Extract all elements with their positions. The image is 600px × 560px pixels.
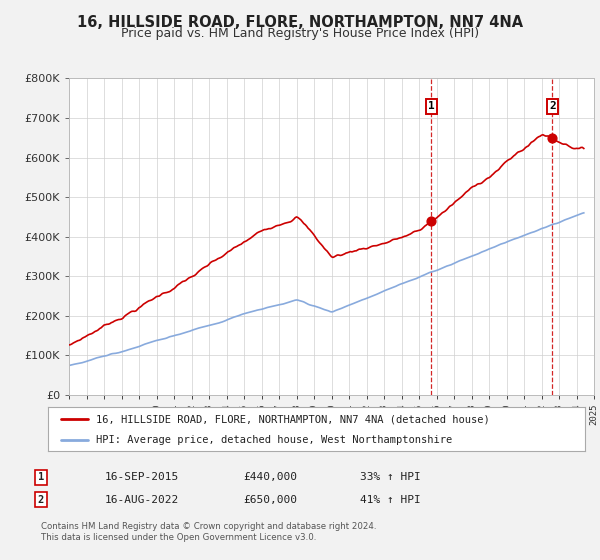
Text: £440,000: £440,000 bbox=[243, 472, 297, 482]
Point bbox=[427, 216, 436, 225]
Text: 16, HILLSIDE ROAD, FLORE, NORTHAMPTON, NN7 4NA: 16, HILLSIDE ROAD, FLORE, NORTHAMPTON, N… bbox=[77, 15, 523, 30]
Text: 41% ↑ HPI: 41% ↑ HPI bbox=[360, 494, 421, 505]
Text: 2: 2 bbox=[549, 101, 556, 111]
Text: £650,000: £650,000 bbox=[243, 494, 297, 505]
Text: 16, HILLSIDE ROAD, FLORE, NORTHAMPTON, NN7 4NA (detached house): 16, HILLSIDE ROAD, FLORE, NORTHAMPTON, N… bbox=[97, 414, 490, 424]
Text: 1: 1 bbox=[428, 101, 435, 111]
Text: 2: 2 bbox=[38, 494, 44, 505]
Point bbox=[548, 133, 557, 142]
Text: 16-AUG-2022: 16-AUG-2022 bbox=[105, 494, 179, 505]
Text: Contains HM Land Registry data © Crown copyright and database right 2024.: Contains HM Land Registry data © Crown c… bbox=[41, 522, 376, 531]
Text: 1: 1 bbox=[38, 472, 44, 482]
Text: HPI: Average price, detached house, West Northamptonshire: HPI: Average price, detached house, West… bbox=[97, 435, 452, 445]
Text: This data is licensed under the Open Government Licence v3.0.: This data is licensed under the Open Gov… bbox=[41, 533, 316, 542]
Text: 33% ↑ HPI: 33% ↑ HPI bbox=[360, 472, 421, 482]
Text: Price paid vs. HM Land Registry's House Price Index (HPI): Price paid vs. HM Land Registry's House … bbox=[121, 27, 479, 40]
Text: 16-SEP-2015: 16-SEP-2015 bbox=[105, 472, 179, 482]
